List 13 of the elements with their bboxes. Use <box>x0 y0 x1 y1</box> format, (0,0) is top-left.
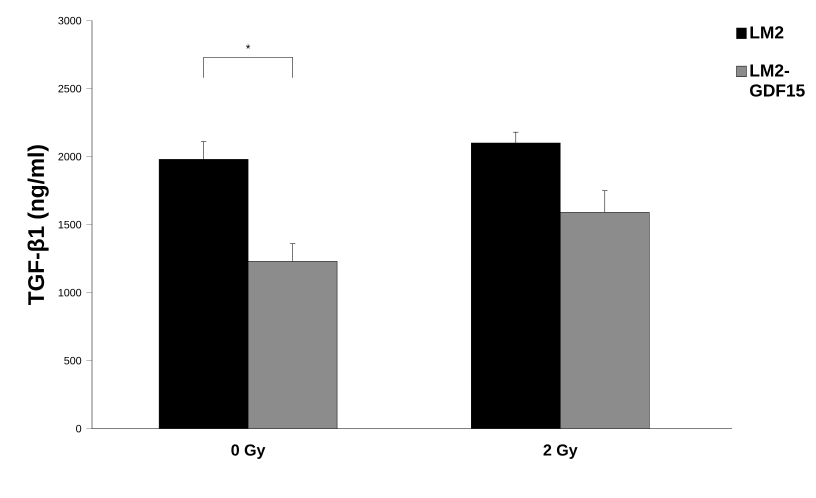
legend-label: LM2 <box>750 26 784 38</box>
y-tick-label: 0 <box>76 424 82 432</box>
y-tick-label: 500 <box>64 356 82 364</box>
legend-label: LM2-GDF15 <box>750 64 805 97</box>
x-tick-label: 2 Gy <box>544 444 578 459</box>
y-tick-label: 2000 <box>58 152 82 160</box>
annotation: * <box>246 44 250 49</box>
y-tick-label: 1500 <box>58 220 82 228</box>
x-tick-label: 0 Gy <box>231 444 266 459</box>
y-tick-label: 2500 <box>58 84 82 92</box>
y-tick-label: 1000 <box>58 288 82 296</box>
y-tick-label: 3000 <box>58 16 82 24</box>
y-axis-title: TGF-β1 (ng/ml) <box>28 145 49 305</box>
